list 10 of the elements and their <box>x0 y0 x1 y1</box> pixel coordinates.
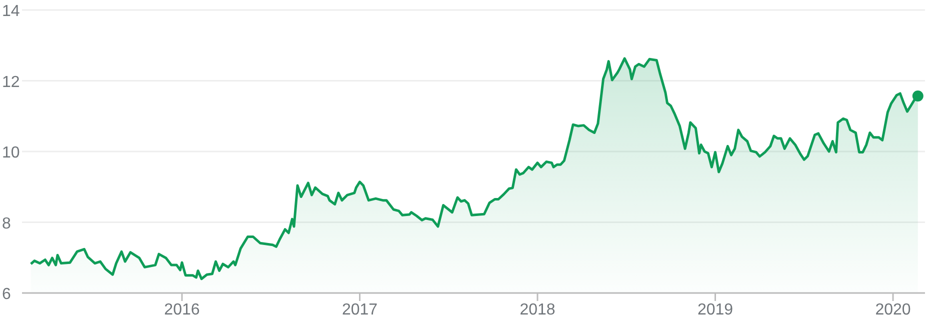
x-tick-label: 2020 <box>875 301 911 318</box>
x-tick-label: 2016 <box>164 301 200 318</box>
x-tick-label: 2018 <box>520 301 556 318</box>
y-tick-label: 14 <box>2 3 20 20</box>
y-tick-label: 6 <box>2 286 11 303</box>
x-tick-label: 2019 <box>697 301 734 318</box>
x-tick-label: 2017 <box>342 301 378 318</box>
y-tick-label: 8 <box>2 215 11 232</box>
y-tick-label: 10 <box>2 144 20 162</box>
y-tick-label: 12 <box>2 74 20 91</box>
